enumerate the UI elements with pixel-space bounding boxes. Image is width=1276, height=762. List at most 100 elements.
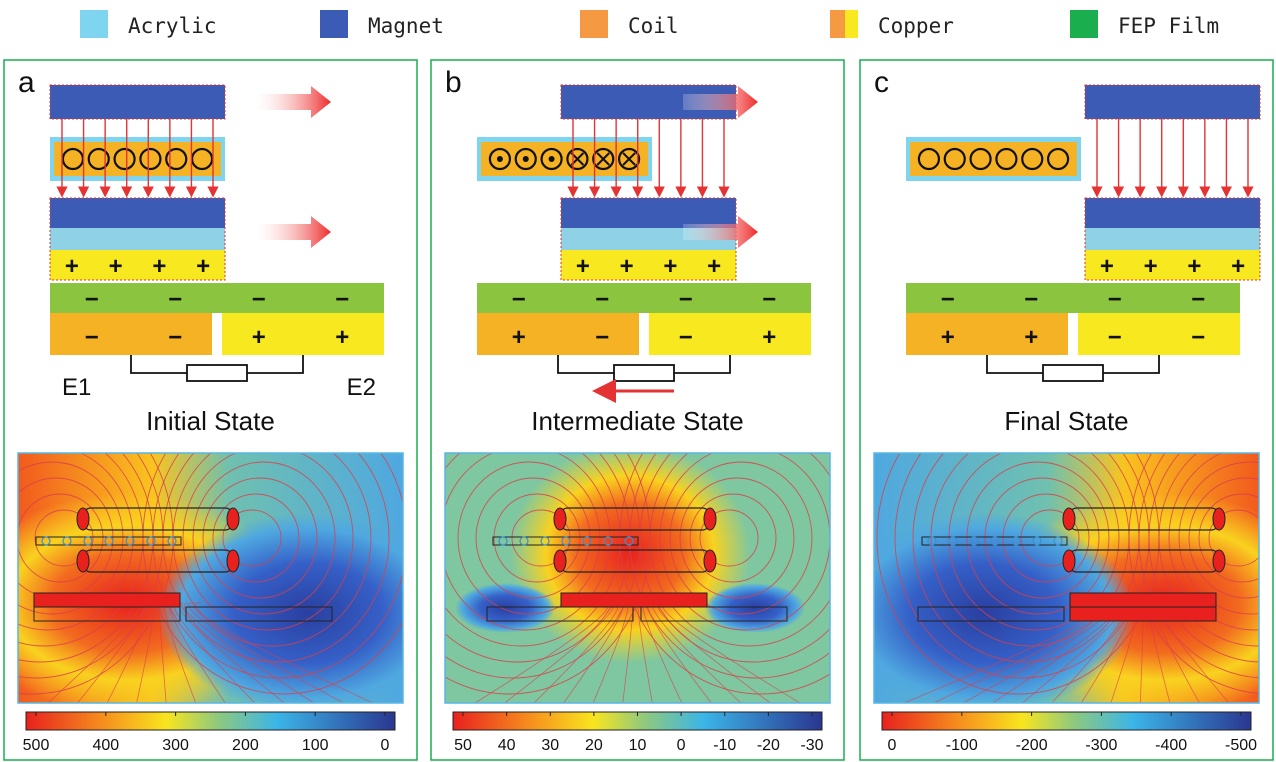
film-charge-sign: − <box>1024 286 1038 313</box>
charge-sign: + <box>1100 253 1114 280</box>
electrode-outline <box>640 606 788 622</box>
colorbar: 500 400 300 200 100 0 <box>23 711 396 754</box>
coil-turn-circle <box>943 147 966 171</box>
electrode-charge-sign: + <box>335 324 349 351</box>
electrode-label-e1: E1 <box>62 374 91 401</box>
film-charge-sign: − <box>168 286 182 313</box>
film-charge-sign: − <box>335 286 349 313</box>
electrode-charge-sign: + <box>252 324 266 351</box>
colorbar: 50 40 30 20 10 0 -10 -20 -30 <box>452 711 824 754</box>
film-charge-sign: − <box>85 286 99 313</box>
motion-arrow-bottom <box>256 216 331 248</box>
legend-item-magnet: Magnet <box>320 10 444 38</box>
legend-swatch <box>320 10 348 38</box>
state-title: Final State <box>1004 406 1128 436</box>
electrode-charge-sign: − <box>1191 324 1205 351</box>
electrode-e2 <box>649 313 811 355</box>
fep-film <box>906 283 1240 313</box>
legend-label: FEP Film <box>1118 14 1219 38</box>
colorbar-tick-label: -200 <box>1016 737 1048 754</box>
colorbar-tick-label: -400 <box>1155 737 1187 754</box>
colorbar-tick-label: 20 <box>585 737 603 754</box>
load-resistor <box>1042 364 1104 382</box>
colorbar-tick-label: 0 <box>677 737 686 754</box>
charge-sign: + <box>1144 253 1158 280</box>
electrode-e1 <box>50 313 212 355</box>
legend-item-fep-film: FEP Film <box>1070 10 1219 38</box>
panel-frame <box>859 59 1274 761</box>
legend-label: Acrylic <box>128 14 217 38</box>
film-charge-sign: − <box>679 286 693 313</box>
panel-letter: a <box>18 66 35 99</box>
substrate: − − − − + + − − <box>906 283 1240 382</box>
legend-swatch <box>845 10 858 38</box>
electrode-outline <box>917 606 1065 622</box>
coil-turn-cross <box>617 147 641 171</box>
legend-item-copper: Copper <box>830 10 954 38</box>
motion-arrow-top <box>683 86 758 118</box>
coil-turn-circle <box>969 147 992 171</box>
coil-turn-circle <box>165 147 188 171</box>
colorbar-tick-label: 40 <box>498 737 516 754</box>
colorbar-tick-label: 0 <box>381 737 390 754</box>
electrode-e2 <box>222 313 384 355</box>
top-magnet <box>1084 84 1261 120</box>
colorbar-tick-label: -20 <box>757 737 780 754</box>
substrate: − − − − − − + + E1 E2 <box>50 283 384 401</box>
external-circuit <box>130 355 304 382</box>
moving-plate <box>1069 592 1217 608</box>
film-charge-sign: − <box>1191 286 1205 313</box>
colorbar-tick-label: 10 <box>629 737 647 754</box>
coil-turn-dot <box>540 147 563 171</box>
charge-sign: + <box>707 253 721 280</box>
electrode-charge-sign: + <box>941 324 955 351</box>
colorbar-tick-label: 100 <box>302 737 329 754</box>
slider-assembly: + + + + <box>1084 197 1261 281</box>
electrode-outline <box>1069 606 1217 622</box>
coil-turn-circle <box>113 147 136 171</box>
colorbar-tick-label: 400 <box>92 737 119 754</box>
electrode-charge-sign: + <box>1024 324 1038 351</box>
electrode-charge-sign: + <box>762 324 776 351</box>
load-resistor <box>613 364 675 382</box>
legend-swatch <box>580 10 608 38</box>
colorbar-tick-label: -300 <box>1085 737 1117 754</box>
colorbar-tick-label: 300 <box>162 737 189 754</box>
electrode-charge-sign: + <box>512 324 526 351</box>
panel-frame <box>3 59 418 761</box>
external-circuit <box>557 355 731 403</box>
state-title: Initial State <box>146 406 275 436</box>
colorbar-tick-label: 200 <box>232 737 259 754</box>
load-resistor <box>186 364 248 382</box>
electrode-charge-sign: − <box>595 324 609 351</box>
field-simulation <box>17 452 404 704</box>
coil-turn-cross <box>566 147 589 171</box>
field-lines <box>567 119 730 198</box>
electrode-outline <box>486 606 634 622</box>
legend-label: Copper <box>878 14 954 38</box>
coil-turn-cross <box>592 147 615 171</box>
charge-sign: + <box>65 253 79 280</box>
colorbar-tick-label: 50 <box>454 737 472 754</box>
slider-assembly: + + + + <box>49 197 226 281</box>
electrode-e1 <box>906 313 1068 355</box>
colorbar-tick-label: 30 <box>541 737 559 754</box>
electrode-charge-sign: − <box>168 324 182 351</box>
electrode-label-e2: E2 <box>347 374 376 401</box>
charge-sign: + <box>1187 253 1201 280</box>
charge-sign: + <box>576 253 590 280</box>
state-title: Intermediate State <box>531 406 743 436</box>
motion-arrow-top <box>256 86 331 118</box>
external-circuit <box>986 355 1160 382</box>
electrode-outline <box>185 606 333 622</box>
coil-turn-circle <box>139 147 162 171</box>
colorbar-tick-label: 0 <box>888 737 897 754</box>
panel-letter: b <box>445 66 462 99</box>
coil-assembly <box>906 137 1081 181</box>
electrode-e1 <box>477 313 639 355</box>
legend-swatch <box>1070 10 1098 38</box>
colorbar-tick-label: -10 <box>713 737 736 754</box>
